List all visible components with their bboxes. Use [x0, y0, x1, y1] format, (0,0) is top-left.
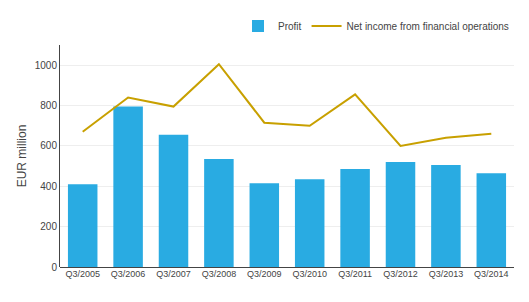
svg-text:Q3/2010: Q3/2010 — [292, 269, 327, 279]
svg-text:Q3/2012: Q3/2012 — [383, 269, 418, 279]
svg-text:Q3/2007: Q3/2007 — [156, 269, 191, 279]
svg-text:400: 400 — [40, 181, 57, 192]
svg-text:200: 200 — [40, 221, 57, 232]
svg-text:Q3/2011: Q3/2011 — [338, 269, 372, 279]
svg-text:EUR million: EUR million — [15, 125, 29, 188]
svg-text:Q3/2006: Q3/2006 — [111, 269, 146, 279]
svg-text:1000: 1000 — [35, 60, 58, 71]
svg-text:600: 600 — [40, 140, 57, 151]
svg-text:Profit: Profit — [278, 21, 302, 32]
svg-text:Q3/2009: Q3/2009 — [247, 269, 282, 279]
svg-text:Q3/2008: Q3/2008 — [202, 269, 237, 279]
svg-text:0: 0 — [51, 262, 57, 273]
svg-text:Q3/2005: Q3/2005 — [65, 269, 100, 279]
svg-text:Q3/2014: Q3/2014 — [474, 269, 509, 279]
svg-text:Net income from financial oper: Net income from financial operations — [347, 21, 509, 32]
svg-text:800: 800 — [40, 100, 57, 111]
svg-text:Q3/2013: Q3/2013 — [429, 269, 464, 279]
